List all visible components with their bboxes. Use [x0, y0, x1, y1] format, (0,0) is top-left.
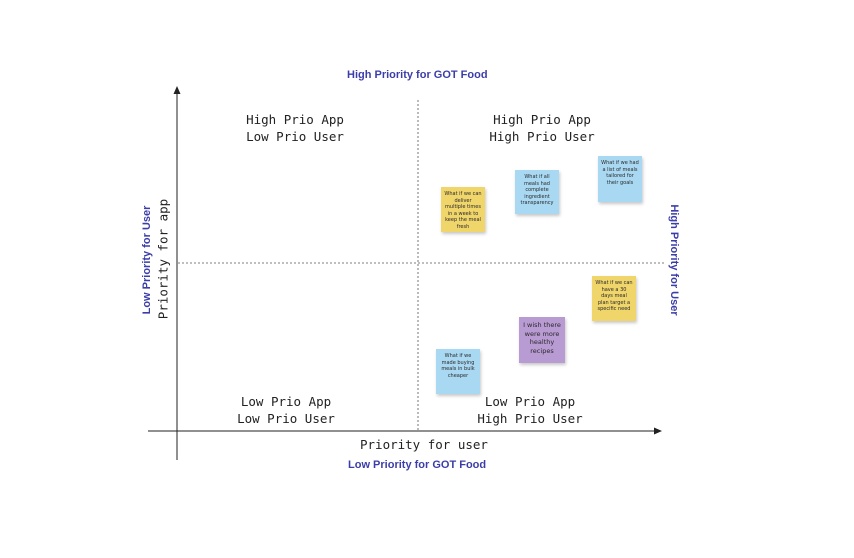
bottom-label: Low Priority for GOT Food [348, 459, 487, 471]
quadrant-line: High Prio User [477, 411, 583, 426]
sticky-note-deliver-multiple[interactable]: What if we can deliver multiple times in… [441, 187, 485, 232]
left-label: Low Priority for User [141, 205, 153, 315]
quadrant-line: Low Prio App [240, 394, 332, 409]
x-axis-arrow [654, 427, 662, 435]
quadrant-line: Low Prio User [237, 411, 335, 426]
quadrant-line: High Prio User [489, 129, 595, 144]
sticky-note-text: What if we made buying meals in bulk che… [441, 353, 475, 379]
quadrant-bottom-left-label: Low Prio App Low Prio User [237, 393, 335, 427]
sticky-note-ingredient-transparency[interactable]: What if all meals had complete ingredien… [515, 170, 559, 214]
quadrant-line: High Prio App [246, 112, 344, 127]
sticky-note-bulk-cheaper[interactable]: What if we made buying meals in bulk che… [436, 349, 480, 394]
quadrant-line: High Prio App [493, 112, 591, 127]
sticky-note-text: What if all meals had complete ingredien… [520, 174, 554, 206]
quadrant-line: Low Prio App [484, 394, 576, 409]
quadrant-top-right-label: High Prio App High Prio User [489, 111, 594, 145]
sticky-note-30-days-plan[interactable]: What if we can have a 30 days meal plan … [592, 276, 636, 321]
sticky-note-text: I wish there were more healthy recipes [523, 321, 561, 355]
right-label: High Priority for User [668, 204, 680, 316]
quadrant-bottom-right-label: Low Prio App High Prio User [477, 393, 582, 427]
top-label: High Priority for GOT Food [347, 69, 488, 81]
sticky-note-text: What if we can deliver multiple times in… [444, 191, 482, 230]
quadrant-top-left-label: High Prio App Low Prio User [246, 111, 344, 145]
sticky-note-text: What if we had a list of meals tailored … [601, 160, 639, 186]
x-axis-title: Priority for user [360, 437, 488, 452]
sticky-note-tailored-meals[interactable]: What if we had a list of meals tailored … [598, 156, 642, 202]
sticky-note-healthy-recipes[interactable]: I wish there were more healthy recipes [519, 317, 565, 363]
y-axis-arrow [173, 86, 181, 94]
quadrant-line: Low Prio User [246, 129, 344, 144]
sticky-note-text: What if we can have a 30 days meal plan … [595, 280, 633, 312]
y-axis-title: Priority for app [155, 198, 171, 320]
